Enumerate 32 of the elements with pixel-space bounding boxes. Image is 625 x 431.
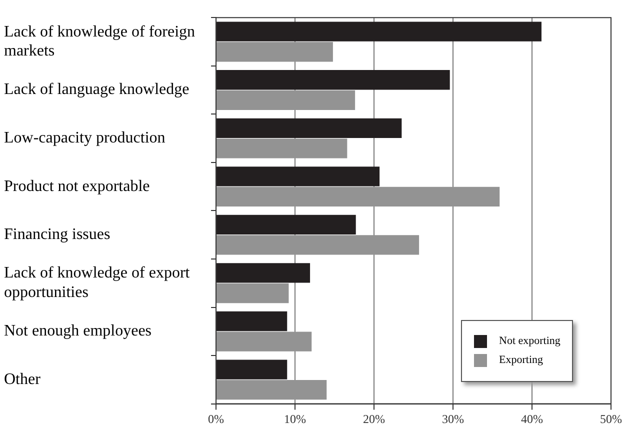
y-tick-label: Not enough employees: [4, 322, 152, 340]
bar: [216, 263, 310, 283]
bar: [216, 311, 288, 332]
bar: [216, 214, 356, 235]
bar: [216, 118, 402, 138]
legend-label: Not exporting: [499, 335, 560, 348]
y-tick-label: Lack of knowledge of export opportunities: [4, 264, 190, 301]
bar: [216, 166, 380, 186]
x-tick-label: 30%: [442, 412, 464, 426]
y-tick-label: Other: [4, 370, 42, 388]
bar: [216, 235, 420, 255]
legend-label: Exporting: [499, 354, 543, 366]
x-tick-label: 10%: [284, 412, 306, 426]
y-tick-label: Financing issues: [4, 226, 110, 244]
bar: [216, 380, 327, 400]
x-tick-label: 50%: [600, 412, 622, 426]
bar: [216, 22, 542, 42]
x-tick-label: 0%: [208, 412, 224, 426]
x-tick-label: 40%: [521, 412, 544, 426]
bar: [216, 283, 289, 304]
bar: [216, 90, 356, 110]
bar: [216, 42, 333, 62]
y-tick-label: Product not exportable: [4, 178, 150, 195]
bar: [216, 332, 312, 352]
bar: [216, 360, 288, 380]
bar: [216, 186, 500, 207]
bar: [216, 70, 450, 90]
y-tick-label: Low-capacity production: [4, 129, 166, 146]
bar: [216, 138, 348, 158]
y-tick-label: Lack of knowledge of foreign markets: [4, 23, 196, 60]
y-tick-label: Lack of language knowledge: [4, 81, 190, 98]
x-tick-label: 20%: [363, 412, 386, 426]
